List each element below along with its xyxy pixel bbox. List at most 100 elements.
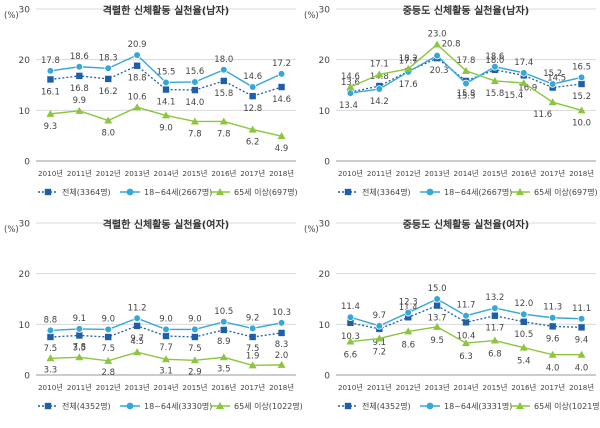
legend-marker-adult [426,402,434,410]
data-point-elderly [490,76,499,84]
data-point-adult [133,314,141,323]
legend-label-elderly: 65세 이상(1021명) [534,401,600,411]
data-point-total [278,329,285,337]
y-tick-label: 30 [319,220,331,230]
data-point-elderly [433,322,442,330]
data-label-elderly: 7.8 [188,129,202,139]
data-point-total [162,86,170,93]
data-point-elderly [577,350,586,358]
data-point-elderly [346,83,355,91]
data-label-total: 15.2 [572,92,591,102]
data-point-total [133,322,141,330]
x-tick-label: 2011년 [367,383,392,392]
data-label-elderly: 11.6 [533,110,552,120]
data-point-adult [346,313,355,322]
data-point-elderly [46,354,55,362]
data-label-total: 16.8 [70,84,89,94]
x-tick-label: 2013년 [425,169,450,178]
chart-panel-2: 0 10 20 30(%) 중등도 신체활동 실천율(남자) 2010년 2011년 2012… [304,4,598,197]
data-point-adult [375,322,384,330]
data-point-elderly [219,117,228,125]
data-label-total: 18.8 [128,74,147,84]
legend-marker-total [44,402,52,410]
data-label-adult: 9.0 [101,314,115,324]
x-tick-label: 2017년 [240,383,265,392]
data-point-elderly [490,336,499,344]
data-label-adult: 17.2 [272,59,291,69]
data-point-total [278,83,285,91]
data-label-total: 7.7 [159,343,173,353]
data-label-adult: 16.5 [572,62,591,72]
data-label-adult: 15.6 [185,67,204,77]
data-label-elderly: 2.0 [275,351,289,361]
data-label-total: 9.7 [130,334,144,344]
data-point-total [578,324,585,331]
data-label-adult: 17.6 [399,80,418,90]
data-point-elderly [548,350,557,358]
data-point-total [405,314,412,321]
data-label-elderly: 9.9 [73,96,87,106]
data-point-total [220,326,227,334]
data-label-total: 15.8 [214,89,233,99]
x-tick-label: 2016년 [511,169,536,178]
legend-label-adult: 18~64세(3331명) [444,401,512,411]
y-tick-label: 0 [324,158,330,168]
data-point-adult [219,66,228,74]
legend-marker-elderly [516,402,524,409]
x-tick-label: 2015년 [182,169,207,178]
data-label-total: 10.4 [457,331,476,341]
x-tick-label: 2015년 [482,383,507,392]
y-axis-label: (%) [304,225,319,235]
x-tick-label: 2018년 [569,169,594,178]
data-label-elderly: 10.0 [572,118,591,128]
chart-panel-4: 0 10 20 30(%) 중등도 신체활동 실천율(여자) 2010년 2011년 2012… [304,218,600,411]
y-tick-label: 20 [19,56,31,66]
y-tick-label: 30 [19,6,31,16]
data-point-elderly [277,360,286,368]
data-label-adult: 15.5 [157,67,176,77]
data-point-adult [577,73,586,82]
data-label-elderly: 7.8 [217,129,231,139]
data-label-total: 7.5 [44,344,58,354]
data-label-total: 8.3 [275,340,289,350]
legend-label-adult: 18~64세(2667명) [144,187,212,197]
data-label-elderly: 4.5 [130,337,144,347]
data-label-adult: 11.4 [341,302,360,312]
x-tick-label: 2013년 [125,169,150,178]
data-label-adult: 14.6 [243,72,262,82]
data-label-elderly: 14.6 [341,72,360,82]
data-label-elderly: 9.0 [159,123,173,133]
data-label-elderly: 7.2 [373,348,387,358]
data-label-total: 20.3 [430,66,449,76]
data-label-adult: 20.9 [128,40,147,50]
data-label-elderly: 6.8 [488,350,502,360]
data-label-total: 16.2 [99,87,118,97]
data-point-total [220,77,227,85]
data-point-elderly [104,356,113,364]
data-label-total: 7.5 [101,344,115,354]
data-point-total [191,86,199,94]
data-label-total: 15.8 [457,89,476,99]
data-label-total: 14.0 [185,98,204,108]
data-point-elderly [133,103,142,111]
x-tick-label: 2014년 [454,383,479,392]
data-point-elderly [75,106,84,114]
x-tick-label: 2016년 [211,383,236,392]
y-tick-label: 30 [19,220,31,230]
data-label-elderly: 3.3 [44,365,58,375]
data-point-elderly [190,356,199,364]
chart-title: 중등도 신체활동 실천율(여자) [403,218,530,231]
data-label-total: 11.7 [485,324,504,334]
legend-label-total: 전체(3364명) [62,187,111,197]
y-tick-label: 10 [19,107,31,117]
data-label-adult: 8.8 [44,315,58,325]
data-label-elderly: 6.6 [344,351,358,361]
legend-marker-adult [426,188,434,196]
data-label-adult: 11.1 [572,304,591,314]
data-label-adult: 11.7 [457,301,476,311]
data-point-elderly [519,78,528,86]
data-label-adult: 9.7 [373,311,387,321]
legend-marker-elderly [216,188,224,195]
